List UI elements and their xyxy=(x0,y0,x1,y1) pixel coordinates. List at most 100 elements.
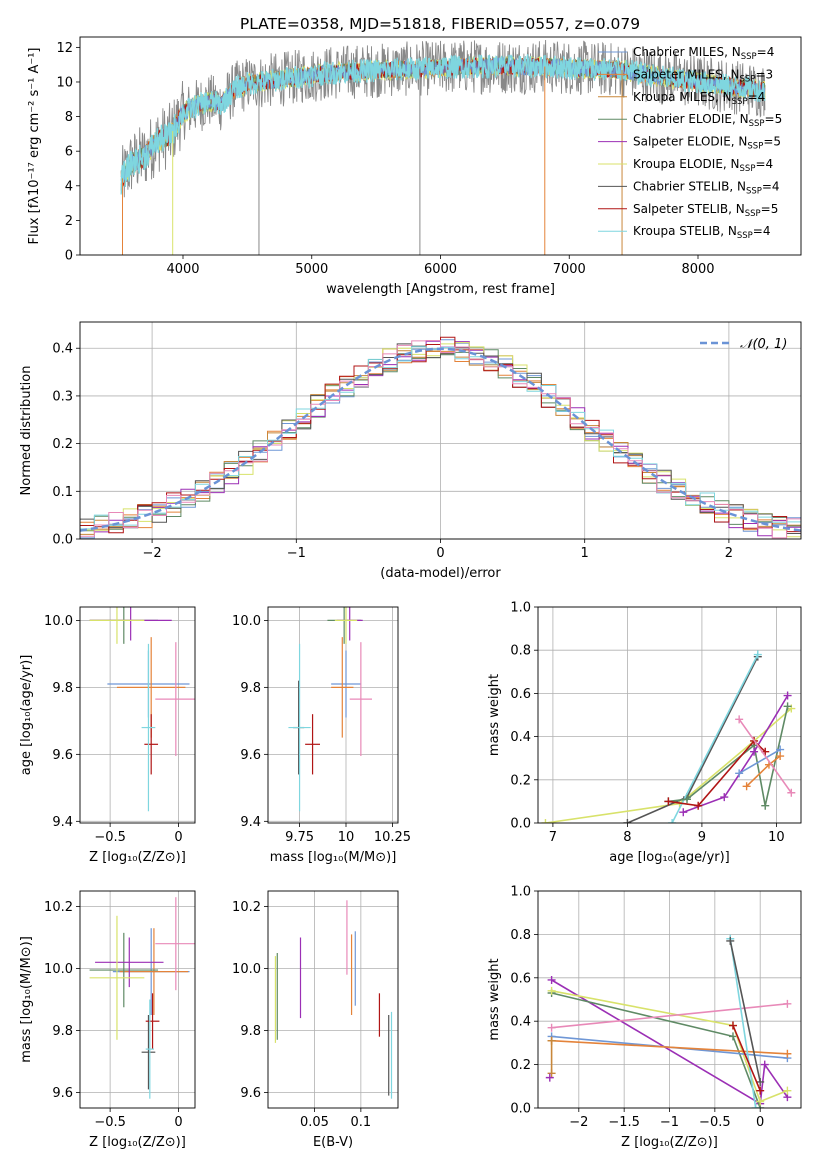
residuals-x-tick-label: 1 xyxy=(581,546,589,561)
spectrum-y-label: Flux [fλ10⁻¹⁷ erg cm⁻² s⁻¹ A⁻¹] xyxy=(27,48,42,245)
series-salpeter_miles-line xyxy=(551,1039,788,1055)
spectrum-x-tick-label: 8000 xyxy=(681,262,714,277)
series-chabrier_miles-line xyxy=(738,748,781,774)
series-chabrier_elodie-marker xyxy=(728,1032,737,1041)
series-salpeter_stelib-marker xyxy=(664,797,673,806)
massweight_vs_Z-axes: −2 −1.5 −1 −0.5 0 0.0 0.2 0.4 0.6 0.8 1.0 Z [log₁₀(… xyxy=(487,885,802,1150)
figure-title: PLATE=0358, MJD=51818, FIBERID=0557, z=0… xyxy=(240,15,640,33)
age_vs_Z-x-tick-label: −0.5 xyxy=(94,830,126,845)
series-kroupa_stelib-marker xyxy=(753,650,762,659)
massweight_vs_age-y-label: mass weight xyxy=(487,674,502,756)
residuals-x-tick-label: 2 xyxy=(725,546,733,561)
mass_vs_Z-x-tick-label: −0.5 xyxy=(94,1115,126,1130)
legend-entry: Salpeter MILES, NSSP=3 xyxy=(633,67,773,84)
massweight_vs_Z-x-label: Z [log₁₀(Z/Z⊙)] xyxy=(621,1135,718,1150)
series-kroupa_elodie-marker xyxy=(541,819,550,823)
residuals-y-tick-label: 0.0 xyxy=(52,533,73,548)
series-chabrier_stelib-marker xyxy=(623,819,632,823)
series-salpeter_stelib-line xyxy=(668,739,766,807)
series-kroupa_stelib-line xyxy=(671,654,759,823)
series-salpeter_elodie-marker xyxy=(720,793,729,802)
age_vs_mass-y-tick-label: 10.0 xyxy=(232,614,261,629)
mass_vs_Z-x-label: Z [log₁₀(Z/Z⊙)] xyxy=(89,1135,186,1150)
age_vs_mass-y-tick-label: 9.4 xyxy=(240,815,261,830)
series-kroupa_elodie-marker xyxy=(547,986,556,995)
series-salpeter_elodie-marker xyxy=(679,808,688,817)
age_vs_Z-y-tick-label: 10.0 xyxy=(44,614,73,629)
series-chabrier_elodie-marker xyxy=(783,702,792,711)
mass_vs_ebv-x-tick-label: 0.1 xyxy=(351,1115,372,1130)
series-kroupa_elodie-line xyxy=(551,990,788,1103)
gaussian-curve xyxy=(80,347,801,532)
residuals-x-tick-label: 0 xyxy=(436,546,444,561)
residuals-x-tick-label: −2 xyxy=(143,546,162,561)
age_vs_mass-points xyxy=(288,607,372,812)
massweight_vs_age-y-tick-label: 0.4 xyxy=(510,730,531,745)
massweight_vs_age-x-tick-label: 8 xyxy=(623,830,631,845)
residuals-y-label: Normed distribution xyxy=(19,366,34,496)
age_vs_Z-y-tick-label: 9.4 xyxy=(52,815,73,830)
plot-frame xyxy=(79,606,196,824)
plot-frame xyxy=(267,606,399,824)
mass_vs_Z-points xyxy=(89,897,195,1099)
legend-entry: Chabrier ELODIE, NSSP=5 xyxy=(633,112,782,129)
mass_vs_Z-y-tick-label: 9.6 xyxy=(52,1086,73,1101)
residuals-axes: −2 −1 0 1 2 0.0 0.1 0.2 0.3 0.4 (data-model)/error… xyxy=(19,321,802,581)
mass_vs_Z-y-tick-label: 9.8 xyxy=(52,1024,73,1039)
mass_vs_ebv-y-tick-label: 9.6 xyxy=(240,1086,261,1101)
series-salpeter_stelib-line xyxy=(732,1025,761,1091)
mass_vs_ebv-y-tick-label: 10.2 xyxy=(232,900,261,915)
massweight_vs_age-series xyxy=(541,650,796,823)
age_vs_mass-y-tick-label: 9.6 xyxy=(240,748,261,763)
spectrum-lines xyxy=(120,39,766,255)
plots-layer: 4000 5000 6000 7000 8000024681012wavelength … xyxy=(19,36,802,1150)
massweight_vs_Z-series xyxy=(545,934,792,1108)
series-pink-marker xyxy=(783,999,792,1008)
series-pink-marker xyxy=(547,1023,556,1032)
massweight_vs_age-axes: 7 8 9 10 0.0 0.2 0.4 0.6 0.8 1.0 age [log₁₀(age/yr… xyxy=(487,601,802,865)
mass_vs_Z-axes: −0.5 0 9.6 9.8 10.0 10.2 Z [log₁₀(Z/Z⊙)] mass [… xyxy=(19,890,196,1150)
massweight_vs_Z-x-tick-label: 0 xyxy=(756,1115,764,1130)
series-salpeter_elodie2-marker xyxy=(545,1073,554,1082)
series-pink-marker xyxy=(787,788,796,797)
massweight_vs_age-x-tick-label: 10 xyxy=(768,830,785,845)
massweight_vs_age-y-tick-label: 0.6 xyxy=(510,687,531,702)
residuals-y-tick-label: 0.4 xyxy=(52,342,73,357)
residuals-y-tick-label: 0.1 xyxy=(52,485,73,500)
massweight_vs_age-x-tick-label: 7 xyxy=(549,830,557,845)
mass_vs_ebv-axes: 0.05 0.1 9.6 9.8 10.0 10.2 E(B-V) xyxy=(232,890,399,1150)
residuals-y-tick-label: 0.2 xyxy=(52,437,73,452)
mass_vs_ebv-x-label: E(B-V) xyxy=(313,1135,353,1150)
massweight_vs_age-y-tick-label: 0.2 xyxy=(510,773,531,788)
series-salpeter_elodie-line xyxy=(551,979,789,1106)
mass_vs_Z-y-label: mass [log₁₀(M/M⊙)] xyxy=(19,936,34,1063)
residual-steps xyxy=(80,336,801,539)
plot-frame xyxy=(537,606,802,824)
mass_vs_Z-y-tick-label: 10.2 xyxy=(44,900,73,915)
series-chabrier_elodie-marker xyxy=(761,801,770,810)
mass_vs_ebv-y-tick-label: 10.0 xyxy=(232,962,261,977)
legend-entry: Chabrier MILES, NSSP=4 xyxy=(633,45,774,62)
legend-entry: 𝒩(0, 1) xyxy=(740,337,787,352)
series-salpeter_elodie-marker xyxy=(750,747,759,756)
mass_vs_ebv-y-tick-label: 9.8 xyxy=(240,1024,261,1039)
spectrum-x-label: wavelength [Angstrom, rest frame] xyxy=(326,282,555,297)
series-salpeter_miles-marker xyxy=(776,752,785,761)
age_vs_mass-x-tick-label: 10 xyxy=(338,830,355,845)
series-chabrier_stelib-marker xyxy=(726,936,735,945)
legend-entry: Kroupa ELODIE, NSSP=4 xyxy=(633,157,773,174)
massweight_vs_age-x-tick-label: 9 xyxy=(698,830,706,845)
mass_vs_Z-x-tick-label: 0 xyxy=(174,1115,182,1130)
massweight_vs_Z-y-label: mass weight xyxy=(487,958,502,1040)
massweight_vs_Z-x-tick-label: −1 xyxy=(660,1115,679,1130)
series-kroupa_miles-marker xyxy=(547,1069,556,1078)
series-chabrier_stelib-marker xyxy=(756,1077,765,1086)
age_vs_mass-x-tick-label: 10.25 xyxy=(374,830,411,845)
mass_vs_Z-y-tick-label: 10.0 xyxy=(44,962,73,977)
massweight_vs_Z-y-tick-label: 1.0 xyxy=(510,885,531,900)
massweight_vs_Z-x-tick-label: −0.5 xyxy=(699,1115,731,1130)
series-salpeter_stelib-marker xyxy=(756,1086,765,1095)
series-kroupa_elodie-line xyxy=(545,707,792,823)
residual-pink-step xyxy=(80,340,801,539)
